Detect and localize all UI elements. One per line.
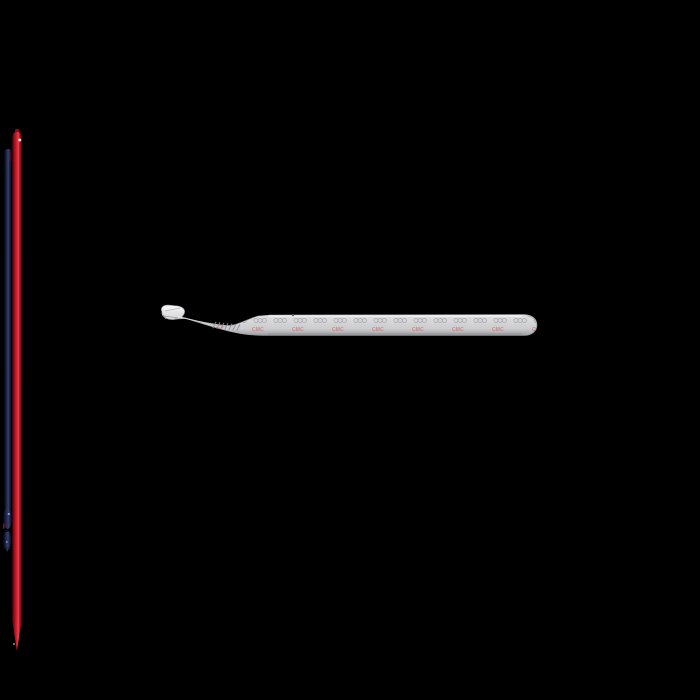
watermark-text: CMC <box>332 327 344 333</box>
watermark-text: CMC <box>412 327 424 333</box>
serration-tick <box>216 322 221 329</box>
watermark-rings <box>473 318 487 323</box>
red-probe-body <box>12 132 22 651</box>
watermark-rings <box>273 318 287 323</box>
serration-tick <box>232 323 237 331</box>
watermark-rings <box>313 318 327 323</box>
watermark-text-cluster: CMC <box>372 327 384 333</box>
watermark-text-cluster: CMC <box>172 327 184 333</box>
watermark-text-cluster: CMC <box>332 327 344 333</box>
serration-tick <box>220 322 225 330</box>
watermark-text: CMC <box>452 327 464 333</box>
watermark-text: CMC <box>292 327 304 333</box>
red-probe-tip-glint <box>13 643 15 645</box>
watermark-rings <box>493 318 507 323</box>
watermark-rings <box>253 318 267 323</box>
curved-surgical-rasp: CMC CMC CMC CMC CMC CMC CMC CMC CMC <box>161 304 544 336</box>
shaft-speck <box>291 313 295 317</box>
watermark-rings <box>433 318 447 323</box>
watermark-text: CMC <box>172 327 184 333</box>
right-end-bevel <box>526 315 538 335</box>
blade-under-shade <box>163 315 179 319</box>
blade-crease <box>164 307 181 312</box>
hook-highlight-lower <box>5 541 8 543</box>
watermark-text-cluster: CMC <box>412 327 424 333</box>
watermark-rings <box>353 318 367 323</box>
hook-red-glint <box>2 523 5 529</box>
watermark-rings <box>213 318 227 323</box>
watermark-text-cluster: CMC <box>532 327 544 333</box>
watermark-rings <box>373 318 387 323</box>
rasp-outline <box>161 304 538 336</box>
serration-tick <box>236 324 241 331</box>
watermark-rings <box>413 318 427 323</box>
watermark-rings <box>333 318 347 323</box>
watermark-text: CMC <box>212 327 224 333</box>
watermark-text-cluster: CMC <box>452 327 464 333</box>
watermark-text: CMC <box>532 327 544 333</box>
watermark-rings <box>513 318 527 323</box>
watermark-text-cluster: CMC <box>492 327 504 333</box>
serration-tick <box>224 323 229 330</box>
watermark-rings <box>453 318 467 323</box>
serration-tick <box>228 323 233 331</box>
watermark-text-cluster: CMC <box>292 327 304 333</box>
red-probe <box>12 129 22 651</box>
watermark-rings <box>293 318 307 323</box>
navy-top-red-reflection <box>9 149 11 161</box>
watermark-text-cluster: CMC <box>252 327 264 333</box>
serration-tick <box>212 321 217 329</box>
red-probe-top-glint <box>18 138 22 142</box>
watermark-rings <box>393 318 407 323</box>
watermark-text: CMC <box>492 327 504 333</box>
watermark-text: CMC <box>372 327 384 333</box>
navy-hook-probe <box>2 149 13 552</box>
blade-notch <box>162 314 167 320</box>
watermark-text-cluster: CMC <box>212 327 224 333</box>
neck-serrations <box>212 321 241 331</box>
navy-probe-body <box>3 149 13 552</box>
hook-highlight-upper <box>7 512 10 516</box>
hook-crease <box>3 529 12 533</box>
watermark-text: CMC <box>252 327 264 333</box>
